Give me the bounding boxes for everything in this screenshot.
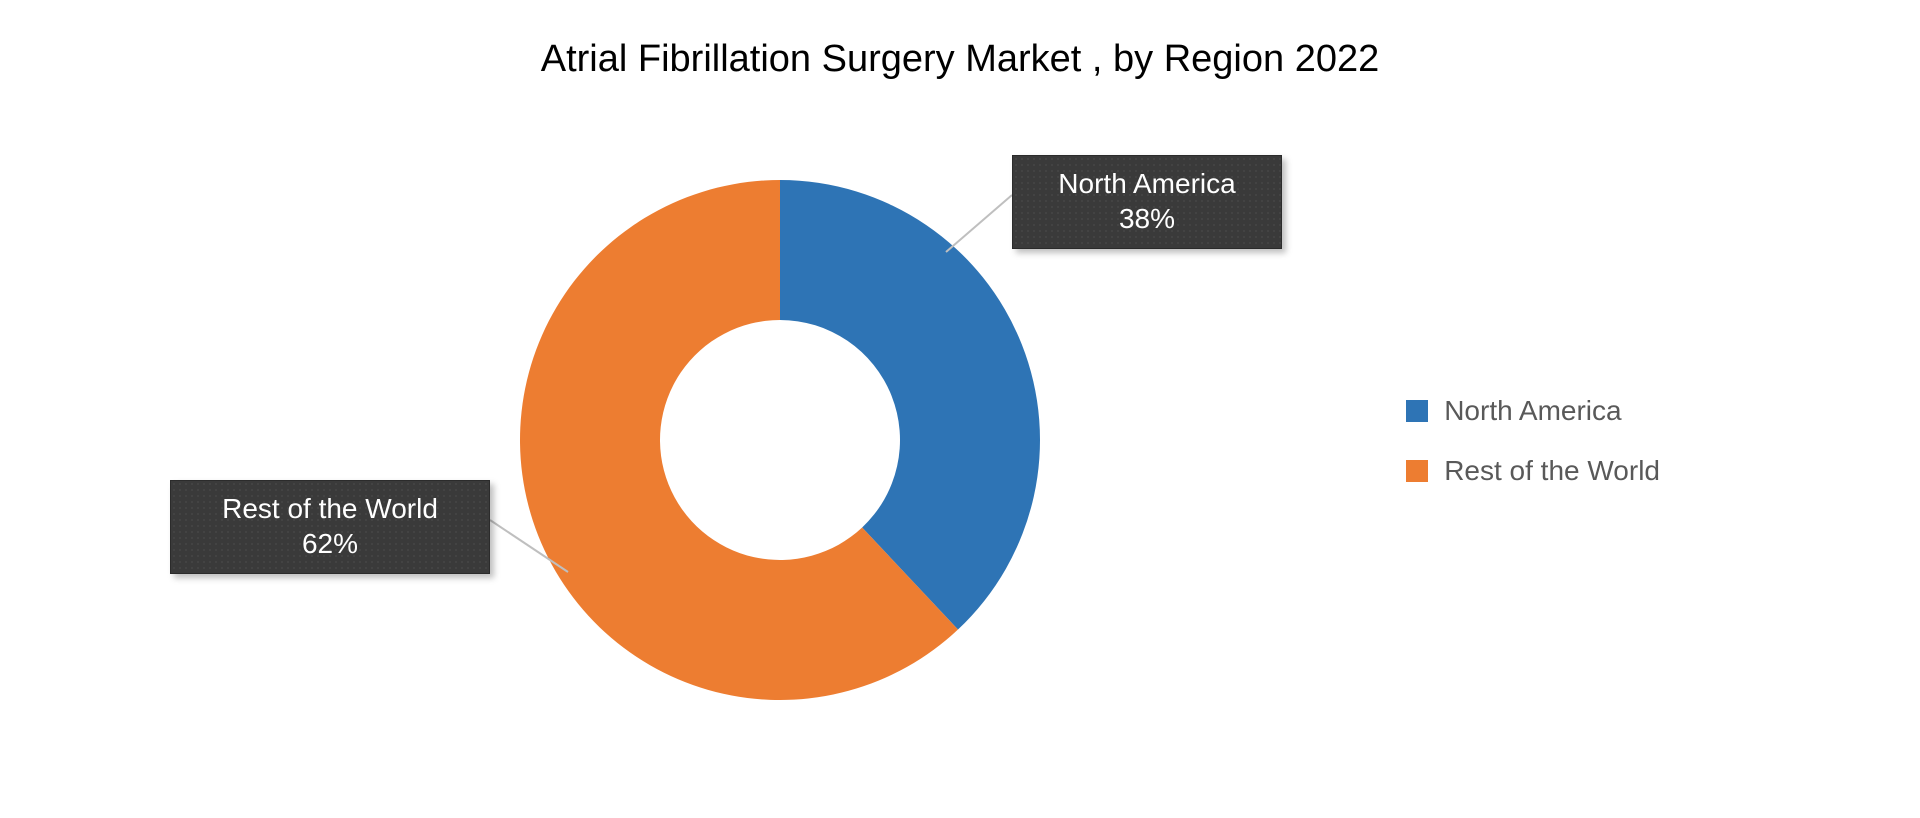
legend-swatch: [1406, 460, 1428, 482]
callout-leader-line: [946, 195, 1012, 252]
callout-value: 38%: [1031, 201, 1263, 236]
callout-value: 62%: [189, 526, 471, 561]
chart-container: Atrial Fibrillation Surgery Market , by …: [0, 0, 1920, 818]
legend-swatch: [1406, 400, 1428, 422]
legend-label: North America: [1444, 395, 1621, 427]
legend-item-rest-of-world: Rest of the World: [1406, 455, 1660, 487]
callout-label: North America: [1031, 166, 1263, 201]
donut-slices-group: [520, 180, 1040, 700]
callout-north-america: North America 38%: [1012, 155, 1282, 249]
chart-legend: North America Rest of the World: [1406, 395, 1660, 487]
legend-label: Rest of the World: [1444, 455, 1660, 487]
callout-label: Rest of the World: [189, 491, 471, 526]
callout-rest-of-world: Rest of the World 62%: [170, 480, 490, 574]
legend-item-north-america: North America: [1406, 395, 1660, 427]
